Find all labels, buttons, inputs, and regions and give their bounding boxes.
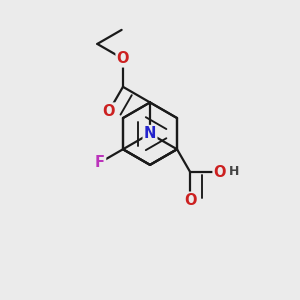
Text: O: O: [184, 193, 197, 208]
Text: H: H: [229, 165, 239, 178]
Text: O: O: [214, 165, 226, 180]
Text: O: O: [103, 104, 115, 119]
Text: F: F: [95, 155, 105, 170]
Text: O: O: [117, 51, 129, 66]
Text: N: N: [144, 126, 156, 141]
